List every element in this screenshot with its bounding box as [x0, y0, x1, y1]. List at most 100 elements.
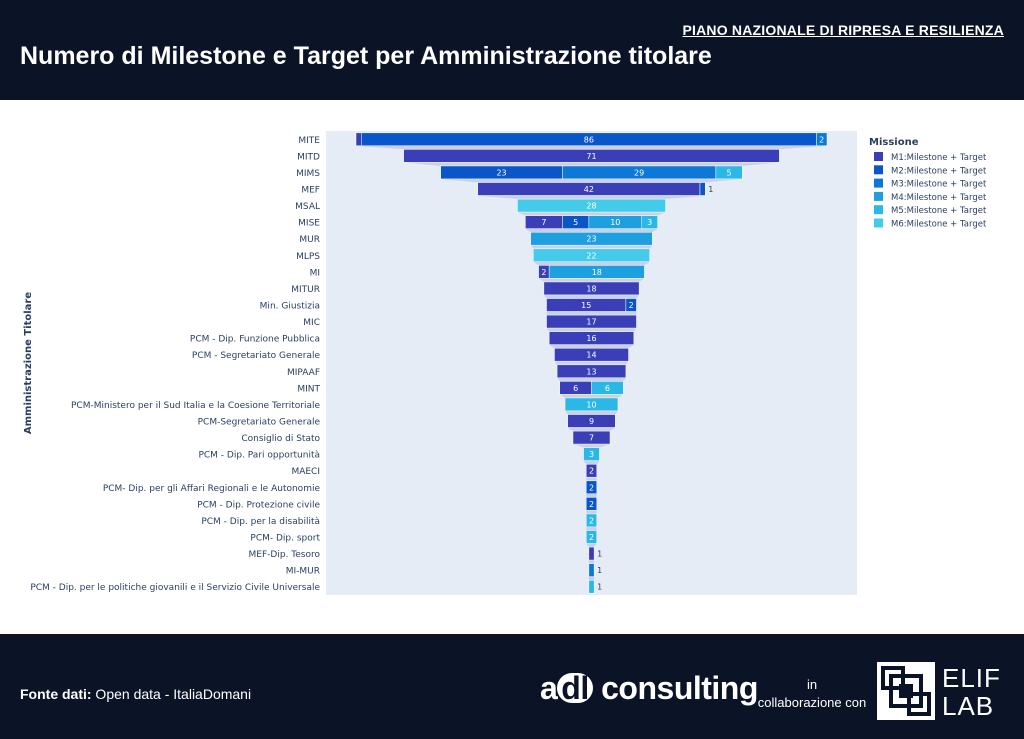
funnel-connector — [588, 576, 595, 581]
funnel-connector — [440, 178, 743, 183]
bar-segment — [533, 248, 650, 262]
data-label: 1 — [708, 185, 713, 194]
category-tick-label: MITD — [297, 152, 320, 162]
logo-dl: dl — [557, 672, 593, 704]
data-label: 6 — [573, 384, 578, 393]
legend-swatch — [874, 178, 883, 188]
bar-segment — [554, 348, 629, 362]
category-tick-label: Min. Giustizia — [260, 302, 320, 312]
category-tick-label: PCM - Dip. per la disabilità — [201, 517, 320, 527]
bar-segment — [585, 513, 598, 528]
funnel-connector — [586, 510, 597, 514]
bar-segment — [583, 447, 600, 461]
data-label: 28 — [586, 202, 596, 211]
funnel-connector — [586, 477, 597, 481]
bar-segment — [585, 464, 598, 478]
category-tick-label: MITE — [298, 136, 320, 146]
bar-segment — [548, 265, 645, 279]
data-label: 2 — [541, 268, 546, 277]
data-label: 10 — [610, 218, 620, 227]
funnel-connector — [538, 278, 645, 282]
category-tick-label: PCM - Dip. Funzione Pubblica — [190, 335, 320, 345]
category-tick-label: MIC — [303, 318, 320, 328]
funnel-connector — [546, 311, 637, 316]
funnel-connector — [586, 526, 597, 531]
bar-segment — [543, 281, 640, 296]
category-tick-label: MEF-Dip. Tesoro — [249, 550, 321, 560]
category-tick-label: PCM - Dip. Protezione civile — [197, 500, 320, 510]
category-tick-label: PCM- Dip. sport — [250, 534, 320, 544]
partner-line-1: ELIF — [942, 663, 1001, 693]
bar-segment — [355, 132, 362, 146]
legend-entry: M3:Milestone + Target — [891, 180, 987, 190]
funnel-connector — [530, 245, 653, 249]
bar-segment — [816, 132, 828, 146]
data-label: 1 — [597, 583, 602, 592]
header-banner: PIANO NAZIONALE DI RIPRESA E RESILIENZA … — [0, 0, 1024, 100]
bar-segment — [403, 149, 780, 163]
data-label: 2 — [589, 483, 594, 492]
data-label: 23 — [586, 235, 596, 244]
funnel-connector — [565, 410, 618, 415]
legend-title: Missione — [869, 137, 919, 148]
funnel-connector — [588, 560, 595, 564]
bar-segment — [585, 497, 598, 511]
funnel-connector — [549, 344, 634, 349]
funnel-connector — [403, 162, 780, 166]
funnel-connector — [559, 394, 624, 398]
category-tick-label: MEF — [301, 186, 320, 196]
funnel-connector — [517, 212, 666, 216]
funnel-connector — [533, 261, 650, 266]
logo-a: a — [540, 670, 558, 706]
category-tick-label: MLPS — [296, 252, 320, 262]
legend-entry: M2:Milestone + Target — [891, 166, 987, 176]
data-label: 18 — [586, 284, 596, 293]
data-label: 5 — [573, 218, 578, 227]
category-tick-label: MITUR — [291, 285, 320, 295]
category-tick-label: PCM-Ministero per il Sud Italia e la Coe… — [71, 401, 320, 411]
data-label: 29 — [634, 168, 644, 177]
category-tick-label: PCM-Segretariato Generale — [198, 418, 321, 428]
data-label: 14 — [586, 351, 596, 360]
category-tick-label: Consiglio di Stato — [241, 434, 320, 444]
data-label: 1 — [597, 550, 602, 559]
funnel-connector — [356, 145, 827, 150]
category-tick-label: MI-MUR — [286, 567, 320, 577]
legend-entry: M4:Milestone + Target — [891, 193, 987, 203]
category-tick-label: PCM - Dip. per le politiche giovanili e … — [30, 583, 320, 593]
data-label: 15 — [581, 301, 591, 310]
elif-lab-logo-icon — [877, 662, 935, 720]
data-label: 71 — [586, 152, 596, 161]
data-label: 22 — [586, 251, 596, 260]
data-label: 6 — [605, 384, 610, 393]
bar-segment — [699, 182, 706, 196]
bar-segment — [625, 298, 637, 312]
legend-entry: M6:Milestone + Target — [891, 220, 987, 230]
bar-segment — [715, 165, 743, 180]
funnel-connector — [567, 427, 616, 432]
y-axis-title: Amministrazione Titolare — [23, 292, 34, 434]
data-label: 7 — [589, 434, 594, 443]
data-label: 2 — [589, 516, 594, 525]
category-tick-label: PCM - Dip. Pari opportunità — [198, 451, 320, 461]
legend-swatch — [874, 165, 883, 175]
bar-segment — [585, 530, 598, 544]
legend-swatch — [874, 191, 883, 201]
bar-segment — [548, 331, 635, 345]
bar-segment — [588, 580, 595, 594]
bar-segment — [641, 215, 658, 229]
category-tick-label: PCM- Dip. per gli Affari Regionali e le … — [103, 484, 321, 494]
data-label: 1 — [597, 566, 602, 575]
bar-segment — [564, 397, 619, 412]
funnel-connector — [477, 195, 706, 200]
data-label: 9 — [589, 417, 594, 426]
data-label: 2 — [819, 135, 824, 144]
category-tick-label: MI — [310, 268, 320, 278]
data-label: 16 — [586, 334, 596, 343]
category-tick-label: MUR — [299, 235, 320, 245]
data-label: 23 — [496, 168, 506, 177]
bar-segment — [588, 546, 595, 561]
data-source-value: Open data - ItaliaDomani — [91, 686, 252, 702]
logo-consulting: consulting — [592, 670, 758, 706]
category-tick-label: MISE — [298, 219, 320, 229]
